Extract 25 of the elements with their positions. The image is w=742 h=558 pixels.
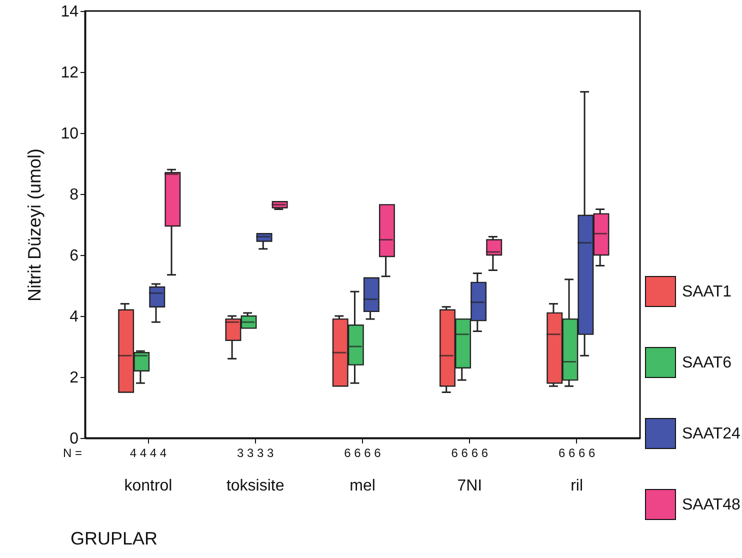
text: N = [63,446,82,460]
x-tick-label: toksisite [226,478,284,494]
x-tick-label: kontrol [124,478,172,494]
x-tick-label: mel [350,478,376,494]
y-axis-title: Nitrit Düzeyi (umol) [24,148,45,302]
y-tick-label: 6 [70,248,79,264]
legend-label: SAAT48 [682,496,740,514]
x-tick-label: ril [570,478,584,494]
y-tick-label: 14 [60,4,79,20]
text: 3 3 3 3 [237,446,274,460]
y-tick-label: 12 [60,64,79,82]
y-tick-label: 10 [60,126,79,142]
y-tick-label: 8 [70,186,79,204]
text: 6 6 6 6 [451,446,488,460]
y-tick-label: 2 [70,370,79,386]
y-tick-label: 4 [70,308,79,326]
legend-label: SAAT6 [682,354,732,372]
text: 4 4 4 4 [130,446,167,460]
legend-label: SAAT24 [682,426,740,442]
x-tick-label: 7NI [457,478,482,494]
legend-label: SAAT1 [682,284,732,300]
x-axis-title: GRUPLAR [70,528,158,548]
y-tick-label: 0 [70,430,79,448]
text: 6 6 6 6 [344,446,382,460]
text: 6 6 6 6 [558,446,596,460]
